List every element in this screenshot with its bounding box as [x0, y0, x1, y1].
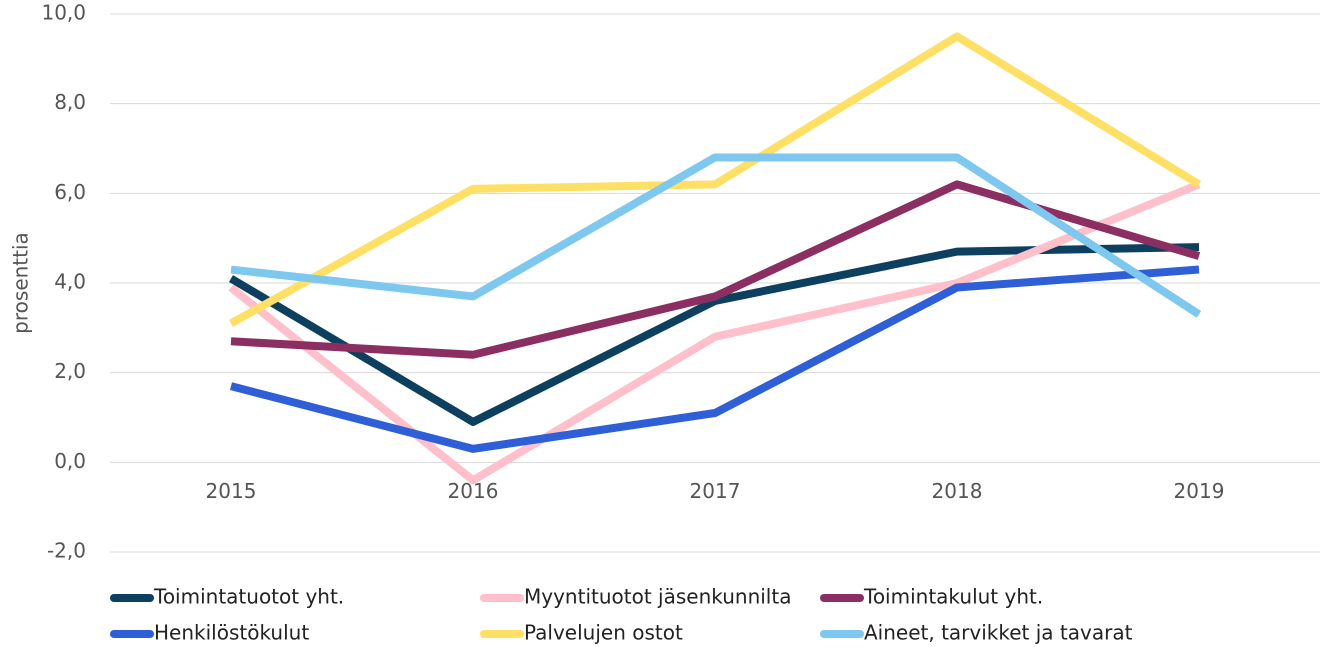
x-tick-label: 2019	[1174, 479, 1225, 503]
y-tick-label: 4,0	[54, 270, 86, 294]
y-tick-label: 10,0	[41, 1, 86, 25]
series-line	[229, 265, 1200, 453]
series-line	[229, 32, 1202, 327]
x-tick-label: 2015	[206, 479, 257, 503]
y-tick-label: -2,0	[47, 539, 86, 563]
legend-label: Aineet, tarvikket ja tavarat	[864, 621, 1133, 645]
legend-label: Toimintatuotot yht.	[153, 585, 344, 609]
x-tick-label: 2018	[932, 479, 983, 503]
legend-label: Palvelujen ostot	[524, 621, 683, 645]
legend-label: Myyntituotot jäsenkunnilta	[524, 585, 791, 609]
series-line	[228, 180, 1201, 485]
series-line	[230, 180, 1201, 359]
series-line	[230, 153, 1202, 318]
legend-label: Henkilöstökulut	[154, 621, 309, 645]
y-tick-label: 0,0	[54, 449, 86, 473]
y-tick-label: 8,0	[54, 90, 86, 114]
y-tick-label: 2,0	[54, 359, 86, 383]
x-tick-label: 2017	[690, 479, 741, 503]
legend-label: Toimintakulut yht.	[863, 585, 1043, 609]
legend: Toimintatuotot yht. Myyntituotot jäsenkun…	[110, 585, 1133, 645]
y-axis-label: prosenttia	[9, 232, 33, 334]
y-tick-label: 6,0	[54, 180, 86, 204]
